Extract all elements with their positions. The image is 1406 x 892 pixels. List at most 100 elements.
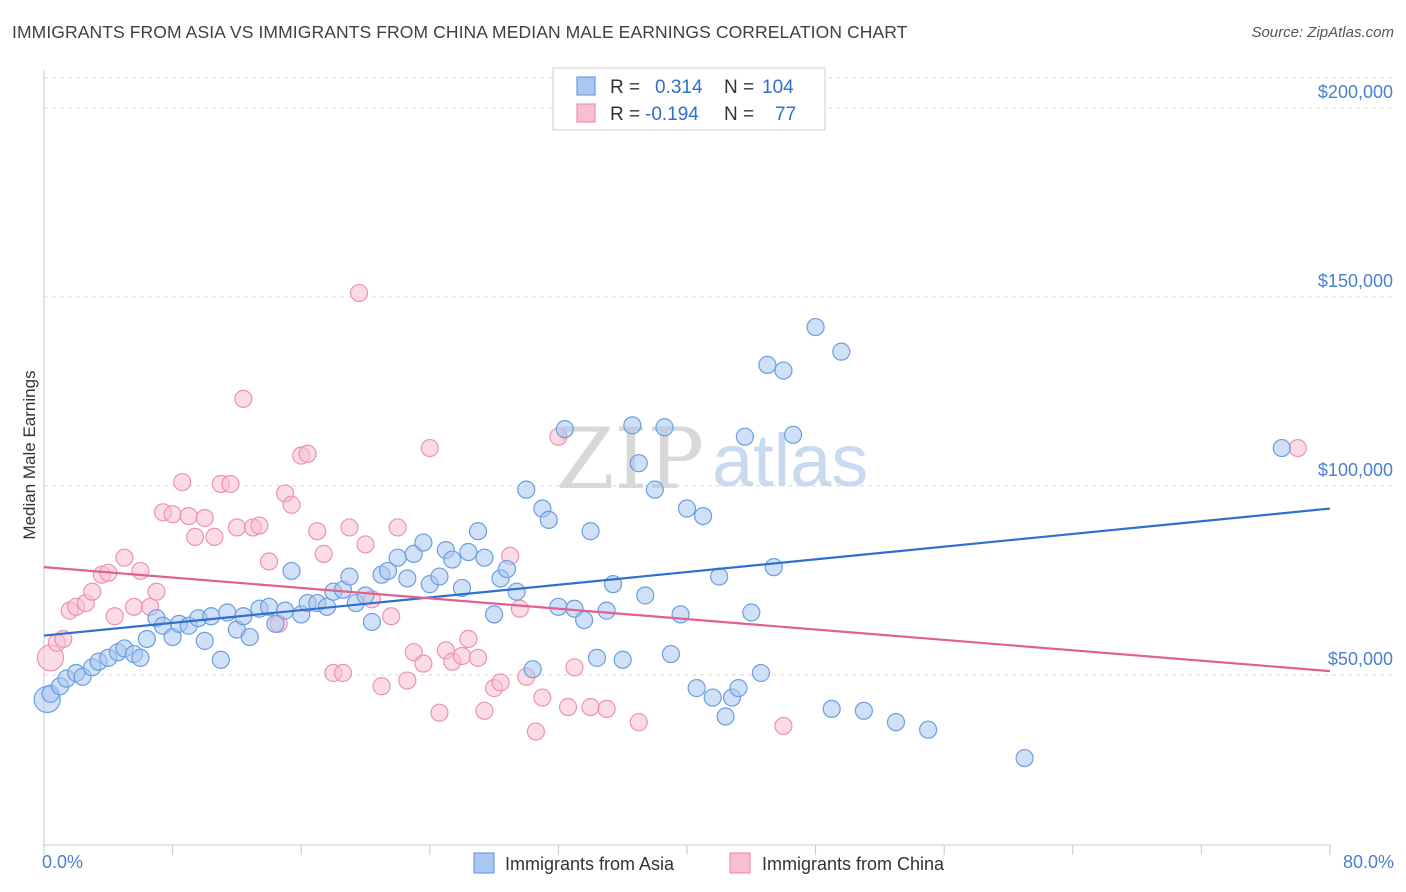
point-asia xyxy=(131,648,150,667)
point-asia xyxy=(581,522,600,541)
bottom-legend: Immigrants from Asia Immigrants from Chi… xyxy=(473,852,945,874)
point-asia xyxy=(687,679,706,698)
stats-legend-swatch-asia xyxy=(576,76,596,96)
point-china xyxy=(533,688,552,707)
point-asia xyxy=(507,582,526,601)
point-asia xyxy=(716,707,735,726)
point-asia xyxy=(703,688,722,707)
point-asia xyxy=(671,605,690,624)
point-asia xyxy=(613,650,632,669)
point-china xyxy=(115,548,134,567)
stats-r-label-asia: R = xyxy=(610,77,640,98)
trend-line-china xyxy=(43,566,1331,673)
trend-lines xyxy=(43,507,1331,673)
point-china xyxy=(105,607,124,626)
point-asia xyxy=(475,548,494,567)
legend-label-asia[interactable]: Immigrants from Asia xyxy=(505,854,675,874)
point-asia xyxy=(645,480,664,499)
point-asia xyxy=(636,586,655,605)
point-china xyxy=(221,474,240,494)
point-china xyxy=(629,713,648,732)
point-china xyxy=(147,582,166,601)
legend-swatch-asia[interactable] xyxy=(473,852,495,874)
y-tick-label: $100,000 xyxy=(1318,460,1393,480)
stats-r-value-china: -0.194 xyxy=(645,104,699,125)
legend-label-china[interactable]: Immigrants from China xyxy=(762,854,945,874)
point-china xyxy=(526,722,545,741)
point-asia xyxy=(832,342,851,361)
point-china xyxy=(227,518,246,537)
point-asia xyxy=(282,561,301,581)
point-asia xyxy=(886,713,906,732)
point-asia xyxy=(661,644,681,664)
point-asia xyxy=(758,355,777,374)
series-china-points xyxy=(36,283,1307,741)
y-axis-title: Median Male Earnings xyxy=(20,370,39,539)
point-china xyxy=(558,697,578,717)
point-china xyxy=(491,673,510,692)
stats-r-label-china: R = xyxy=(610,104,640,125)
stats-legend-box xyxy=(552,67,826,131)
point-asia xyxy=(587,648,607,667)
point-china xyxy=(597,699,616,719)
x-tick-label-min: 0.0% xyxy=(42,852,83,872)
point-asia xyxy=(677,499,697,518)
point-china xyxy=(430,703,449,722)
point-china xyxy=(475,701,494,720)
point-asia xyxy=(362,612,382,632)
point-asia xyxy=(1272,438,1291,458)
stats-n-label-asia: N = xyxy=(724,77,754,98)
point-china xyxy=(186,527,205,546)
point-asia xyxy=(693,506,713,526)
y-tick-label: $150,000 xyxy=(1318,271,1393,291)
point-china xyxy=(163,505,182,524)
point-asia xyxy=(539,510,558,529)
stats-legend-swatch-china xyxy=(576,103,596,123)
watermark: ZIP atlas xyxy=(556,410,868,508)
point-china xyxy=(282,495,301,514)
point-asia xyxy=(497,559,517,579)
point-china xyxy=(173,472,192,492)
point-asia xyxy=(919,720,938,739)
point-asia xyxy=(549,597,568,616)
chart-title: IMMIGRANTS FROM ASIA VS IMMIGRANTS FROM … xyxy=(12,22,908,42)
point-asia xyxy=(485,605,504,624)
point-asia xyxy=(398,569,417,588)
point-china xyxy=(124,597,144,616)
point-asia xyxy=(195,631,214,650)
legend-swatch-china[interactable] xyxy=(729,852,751,874)
point-asia xyxy=(202,607,221,626)
trend-line-asia xyxy=(43,507,1331,637)
point-china xyxy=(340,518,359,537)
stats-r-value-asia: 0.314 xyxy=(655,77,703,98)
point-asia xyxy=(764,558,783,577)
point-china xyxy=(356,535,375,554)
point-china xyxy=(333,663,353,683)
axes xyxy=(43,70,1331,855)
point-asia xyxy=(240,627,259,647)
point-china xyxy=(234,389,253,409)
point-asia xyxy=(623,416,642,435)
point-china xyxy=(131,561,150,581)
stats-n-value-asia: 104 xyxy=(762,77,794,98)
point-china xyxy=(1288,438,1307,458)
point-china xyxy=(388,518,407,537)
y-tick-label: $200,000 xyxy=(1318,82,1393,102)
point-asia xyxy=(414,533,433,552)
point-china xyxy=(349,283,369,303)
point-china xyxy=(83,582,102,601)
point-asia xyxy=(523,660,542,679)
point-china xyxy=(414,654,433,673)
point-china xyxy=(774,716,793,736)
point-china xyxy=(179,506,198,526)
point-china xyxy=(468,648,488,667)
point-china xyxy=(205,527,224,546)
point-asia xyxy=(655,418,674,437)
point-asia xyxy=(430,567,449,586)
point-asia xyxy=(443,550,462,569)
point-asia xyxy=(356,586,375,605)
point-asia xyxy=(1015,748,1034,768)
point-asia xyxy=(629,454,648,473)
point-china xyxy=(372,677,391,696)
